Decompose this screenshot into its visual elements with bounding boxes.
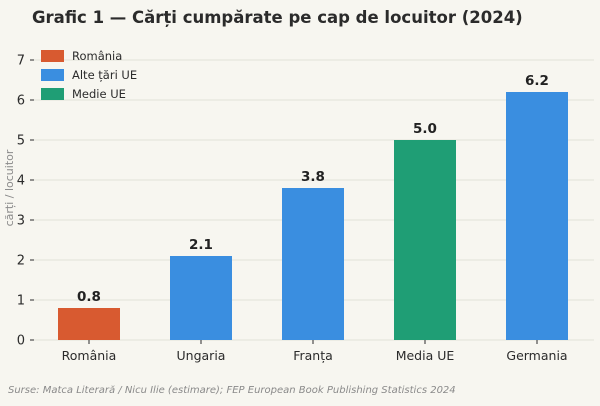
bar xyxy=(506,92,568,340)
x-tick-label: România xyxy=(62,348,117,363)
y-tick-label: 2 xyxy=(17,254,25,269)
y-tick-label: 6 xyxy=(17,94,25,109)
x-tick-label: Franța xyxy=(293,348,333,363)
y-tick-label: 4 xyxy=(17,174,25,189)
x-tick-label: Germania xyxy=(506,348,567,363)
bars: 0.8 2.1 3.8 5.0 6.2 xyxy=(58,73,568,340)
y-tick-label: 3 xyxy=(17,214,25,229)
bar-value-label: 6.2 xyxy=(525,73,549,89)
bar-value-label: 2.1 xyxy=(189,237,213,253)
chart-title: Grafic 1 — Cărți cumpărate pe cap de loc… xyxy=(32,8,523,27)
bar-value-label: 5.0 xyxy=(413,121,437,137)
legend-swatch xyxy=(41,69,64,81)
bar xyxy=(282,188,344,340)
legend: România Alte țări UE Medie UE xyxy=(41,49,137,101)
y-tick-label: 7 xyxy=(17,54,25,69)
legend-label: România xyxy=(72,49,122,63)
legend-swatch xyxy=(41,88,64,100)
bar xyxy=(170,256,232,340)
legend-swatch xyxy=(41,50,64,62)
bar xyxy=(58,308,120,340)
legend-label: Alte țări UE xyxy=(72,68,137,82)
axes: 0 1 2 3 4 5 6 7 România Ungaria Franța Media UE Germ… xyxy=(17,54,568,364)
bar-value-label: 0.8 xyxy=(77,289,101,305)
x-tick-label: Media UE xyxy=(396,348,455,363)
y-tick-label: 0 xyxy=(17,334,25,349)
y-axis-label: cărți / locuitor xyxy=(3,149,16,226)
legend-label: Medie UE xyxy=(72,87,126,101)
bar-value-label: 3.8 xyxy=(301,169,325,185)
y-tick-label: 5 xyxy=(17,134,25,149)
bar xyxy=(394,140,456,340)
source-note: Surse: Matca Literară / Nicu Ilie (estim… xyxy=(8,385,456,396)
x-tick-label: Ungaria xyxy=(177,348,226,363)
y-tick-label: 1 xyxy=(17,294,25,309)
